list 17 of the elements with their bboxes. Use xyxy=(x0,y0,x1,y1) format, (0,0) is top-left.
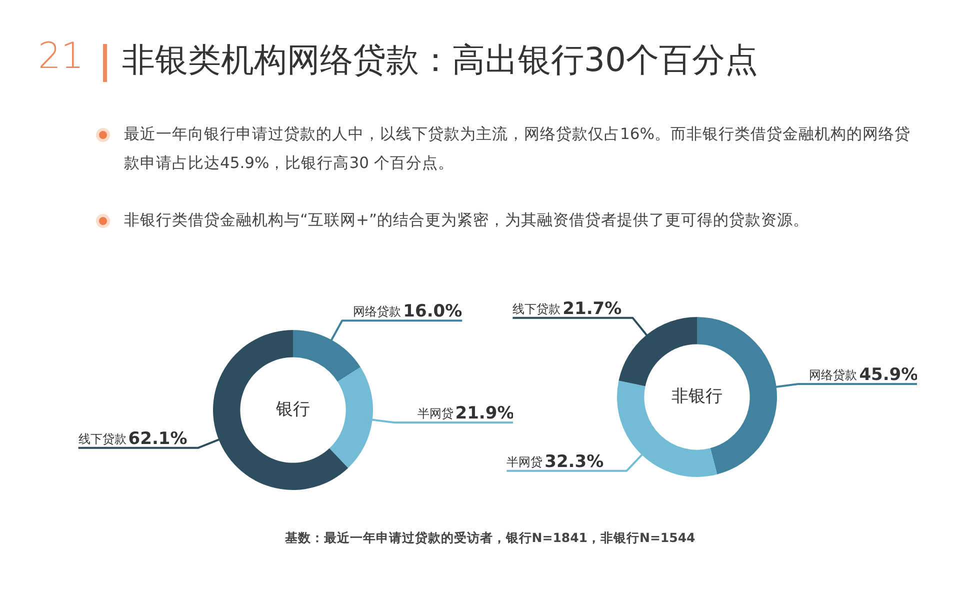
data-label: 21.7% xyxy=(562,298,622,319)
slice-label: 半网贷 xyxy=(506,454,543,469)
text: 最近一年向银行申请过贷款的人中，以线下贷款为主流，网络贷款仅占16%。而非银行类借贷金融机构的网络贷款申请占比达45.9%，比银行高30 个百分点。 xyxy=(124,124,912,174)
data-label: 16.0% xyxy=(403,302,462,322)
slice-label: 线下贷款 xyxy=(512,302,561,316)
slice-label: 半网贷 xyxy=(417,406,454,420)
slice-label: 网络贷款 xyxy=(353,304,402,319)
text: 非银行类借贷金融机构与“互联网+”的结合更为紧密，为其融资借贷者提供了更可得的贷款资源。 xyxy=(124,210,810,231)
text: 非银类机构网络贷款：高出银行30个百分点 xyxy=(122,39,758,81)
data-label: 62.1% xyxy=(128,428,188,449)
text: 21 xyxy=(38,36,84,77)
slice-label: 网络贷款 xyxy=(809,368,858,382)
data-label: 32.3% xyxy=(544,452,604,472)
slice-label: 线下贷款 xyxy=(78,432,126,446)
text: 基数：最近一年申请过贷款的受访者，银行N=1841，非银行N=1544 xyxy=(284,530,696,547)
text: 非银行 xyxy=(672,386,722,406)
text: 银行 xyxy=(275,399,310,420)
